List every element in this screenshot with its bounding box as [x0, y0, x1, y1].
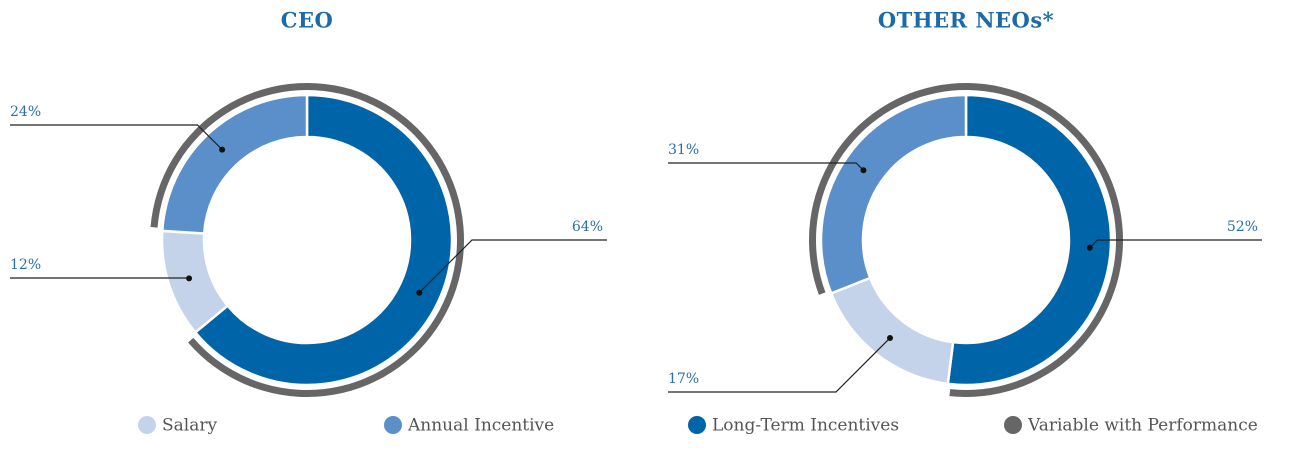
donut-segment [819, 93, 968, 296]
legend-swatch [1004, 416, 1022, 434]
donut-segment [160, 93, 309, 235]
leader-dot [860, 167, 867, 174]
value-label: 31% [668, 142, 699, 158]
leader-line [10, 124, 223, 151]
legend-swatch [138, 416, 156, 434]
leader-line [1089, 239, 1262, 249]
leader-dot [886, 334, 893, 341]
legend-label: Salary [162, 416, 217, 436]
leader-line [668, 337, 891, 393]
legend-label: Annual Incentive [407, 416, 554, 436]
donut-segment [193, 93, 454, 387]
leader-line [668, 162, 864, 171]
chart-title: CEO [281, 8, 334, 33]
legend-label: Variable with Performance [1027, 416, 1258, 436]
value-label: 52% [1227, 219, 1258, 235]
leader-line [418, 239, 607, 294]
value-label: 64% [572, 219, 603, 235]
value-label: 12% [10, 257, 41, 273]
leader-dot [416, 289, 423, 296]
leader-dot [1086, 244, 1093, 251]
legend-label: Long-Term Incentives [712, 416, 899, 436]
value-label: 24% [10, 104, 41, 120]
donut-segment [946, 93, 1113, 387]
value-label: 17% [668, 371, 699, 387]
legend-swatch [384, 416, 402, 434]
leader-dot [219, 146, 226, 153]
legend-swatch [688, 416, 706, 434]
donut-segment [829, 276, 955, 386]
chart-title: OTHER NEOs* [878, 8, 1054, 33]
leader-dot [186, 275, 193, 282]
